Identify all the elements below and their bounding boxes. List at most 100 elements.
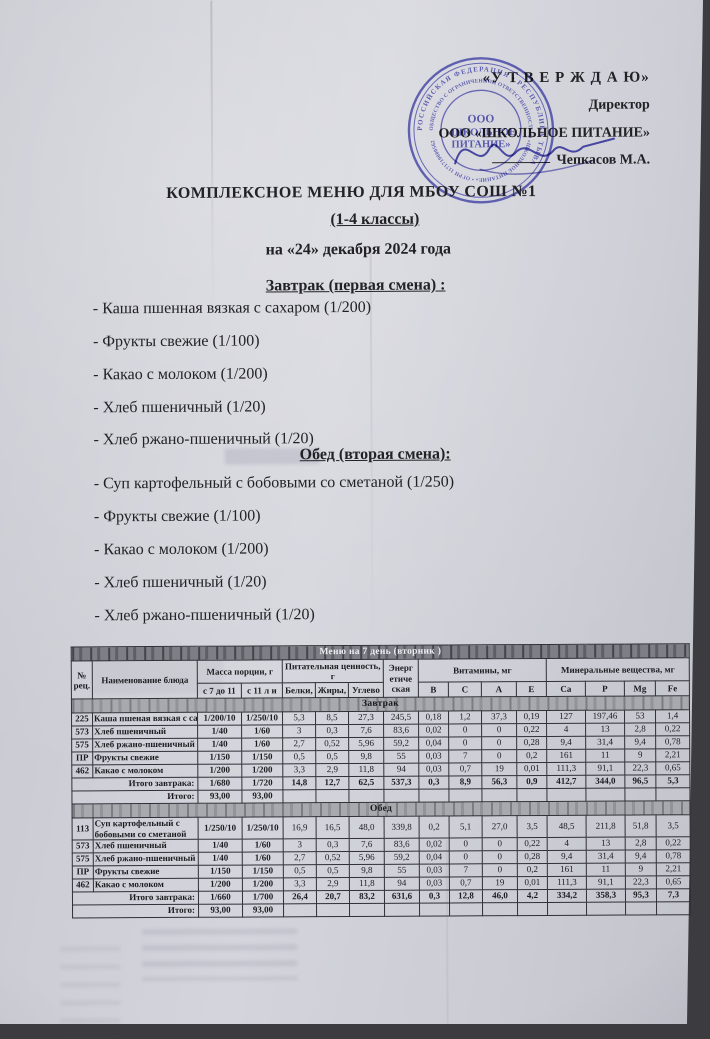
table-cell: 1/200 (197, 764, 242, 778)
table-cell: Хлеб пшеничный (93, 839, 199, 853)
menu-table: Меню на 7 день (вторник ) № рец. Наименов… (71, 643, 692, 918)
table-cell: 20,7 (316, 890, 350, 904)
col-group-mass: Масса порции, г (197, 659, 283, 684)
handwritten-signature (454, 137, 616, 175)
table-cell (348, 789, 384, 803)
table-cell: 93,00 (242, 903, 284, 917)
header-text: Энерг (388, 663, 413, 674)
grade-range: (1-4 классы) (330, 210, 420, 229)
col-header-dish: Наименование блюда (92, 660, 198, 700)
header-text: етиче (389, 673, 413, 684)
col-header-protein: Белки, (282, 682, 316, 699)
table-cell: 1/200/10 (197, 712, 242, 726)
table-cell: 1/250/10 (241, 712, 283, 726)
stamp-center-line3: ПИТАНИЕ» (452, 139, 511, 150)
stamp-center-line1: ООО (467, 113, 494, 125)
table-cell: 0,2 (516, 749, 547, 763)
table-cell: 7 (449, 863, 483, 877)
table-cell: 575 (71, 739, 93, 753)
table-cell: 2,9 (315, 763, 349, 777)
table-cell: 1/250/10 (198, 817, 243, 840)
list-item: - Хлеб ржано-пшеничный (1/20) (94, 606, 315, 625)
col-header-fat: Жиры, (315, 682, 349, 698)
table-cell: 0,52 (315, 737, 349, 751)
menu-date: на «24» декабря 2024 года (265, 240, 452, 259)
stamp-center-line2: «ШКОЛЬНОЕ (446, 127, 516, 138)
table-cell: 9,4 (624, 736, 656, 750)
table-cell: 3,3 (283, 877, 317, 891)
table-cell: 5,3 (655, 774, 691, 789)
table-cell: 7,6 (348, 724, 384, 738)
table-cell: Какао с молоком (93, 878, 199, 892)
table-cell: 1/200 (241, 764, 283, 778)
table-cell: 2,8 (625, 836, 657, 850)
col-header-vitamin-c: С (448, 681, 482, 698)
col-header-fe: Fe (655, 680, 690, 697)
table-cell: 0,03 (418, 750, 449, 764)
table-cell: 161 (546, 749, 586, 763)
table-cell: 0 (482, 837, 518, 851)
table-cell: 197,46 (585, 710, 625, 724)
table-cell: 0 (448, 736, 482, 751)
table-cell: 0,04 (419, 850, 450, 864)
table-cell: 0,28 (516, 736, 547, 750)
table-cell: 5,96 (349, 851, 385, 865)
table-cell: 95,3 (625, 888, 657, 902)
table-cell: 1/40 (197, 738, 242, 752)
table-cell: 0,3 (419, 889, 450, 903)
table-cell (282, 789, 316, 804)
table-cell: 22,3 (624, 762, 656, 776)
col-group-nutrition: Питательная ценность, г (282, 659, 384, 684)
table-cell: 0,28 (517, 850, 548, 864)
table-cell: 113 (72, 818, 94, 840)
table-cell: 0,5 (282, 750, 316, 765)
table-cell: 94 (383, 763, 419, 777)
header-text: рец. (73, 679, 91, 691)
table-cell (482, 902, 518, 916)
table-cell: 1/660 (198, 890, 243, 905)
list-item: - Хлеб ржано-пшеничный (1/20) (93, 430, 314, 449)
table-cell: 0,5 (315, 750, 349, 764)
table-cell: 12,8 (449, 889, 483, 903)
table-cell: 1/150 (242, 864, 284, 878)
table-cell: 59,2 (383, 737, 419, 751)
table-cell: 5,1 (449, 815, 483, 838)
table-cell: Фрукты свежие (92, 751, 198, 766)
table-cell: 12,7 (315, 776, 349, 790)
list-item: - Фрукты свежие (1/100) (93, 332, 260, 351)
table-cell: 16,9 (283, 816, 317, 839)
table-cell: 11,8 (349, 877, 385, 891)
table-cell: 3 (282, 724, 316, 739)
table-cell: 0 (481, 736, 517, 750)
col-header-mg: Mg (624, 681, 656, 697)
table-cell: 0,02 (419, 837, 450, 851)
col-header-vitamin-a: А (481, 681, 517, 697)
table-cell: 2,7 (283, 851, 317, 865)
table-cell: 9 (624, 749, 656, 763)
table-cell: 2,21 (655, 748, 690, 763)
table-header-row: № рец. Наименование блюда Масса порции, г… (71, 657, 690, 700)
col-group-minerals: Минеральные вещества, мг (546, 657, 690, 682)
table-cell: 211,8 (586, 815, 626, 838)
table-cell: 0,2 (419, 816, 450, 838)
list-item: - Хлеб пшеничный (1/20) (93, 398, 266, 417)
table-cell: 1,2 (448, 710, 482, 725)
table-cell: 0,22 (656, 836, 691, 850)
table-cell: 5,3 (282, 711, 316, 726)
document-title: КОМПЛЕКСНОЕ МЕНЮ ДЛЯ МБОУ СОШ №1 (166, 183, 537, 202)
table-cell: 11 (585, 749, 625, 763)
table-cell: 93,00 (198, 903, 243, 918)
show-through-smudge (142, 928, 298, 982)
table-cell: 1/720 (241, 777, 283, 791)
table-cell: 111,3 (547, 876, 587, 890)
table-cell (448, 788, 482, 803)
table-cell: 0 (449, 850, 483, 864)
table-cell: 4 (547, 837, 587, 851)
table-cell (516, 788, 547, 802)
table-cell: 2,9 (316, 877, 350, 891)
table-cell (546, 788, 586, 802)
table-cell: 2,7 (282, 737, 316, 752)
table-cell: 7,3 (656, 888, 691, 902)
table-cell: 1/60 (242, 851, 284, 865)
